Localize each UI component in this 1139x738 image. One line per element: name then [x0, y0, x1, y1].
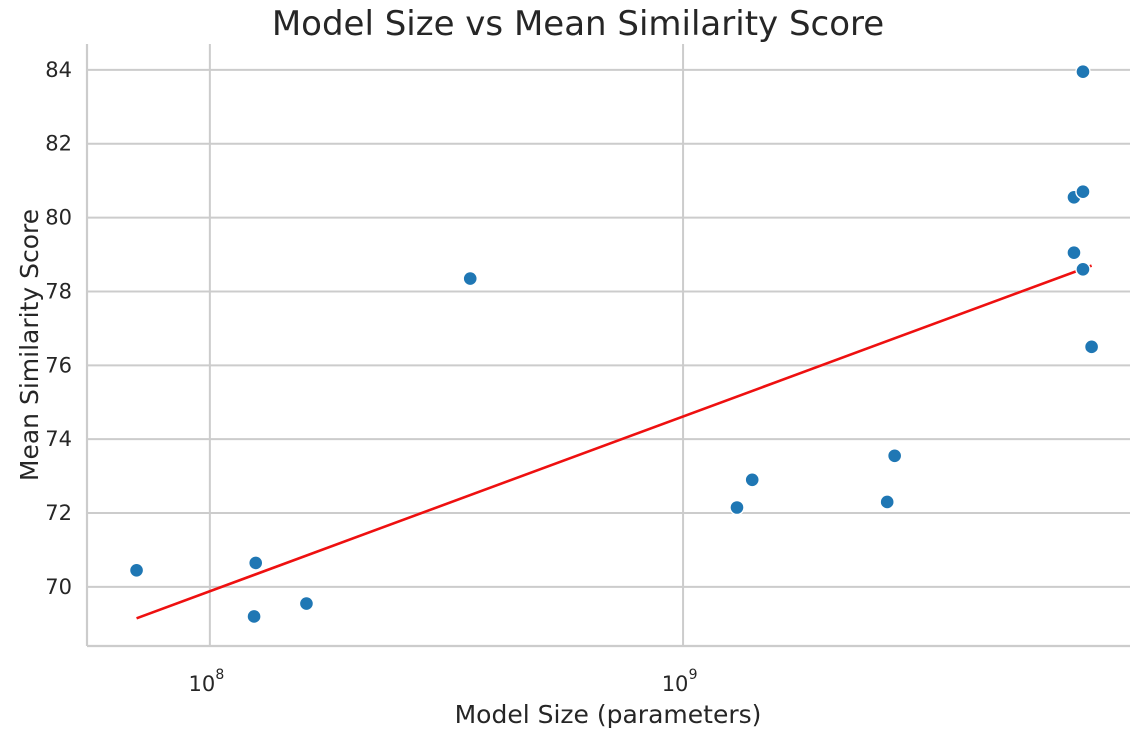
y-tick-label: 84 — [45, 58, 72, 82]
y-tick-label: 72 — [45, 501, 72, 525]
data-point — [248, 555, 264, 571]
y-tick-label: 78 — [45, 279, 72, 303]
data-point — [1075, 261, 1091, 277]
data-point — [1083, 339, 1100, 355]
data-point — [729, 499, 745, 516]
points-layer — [128, 63, 1100, 625]
spines-layer — [85, 44, 1130, 648]
data-point — [1075, 184, 1091, 200]
y-tick-label: 80 — [45, 206, 72, 230]
grid-layer — [87, 44, 1130, 646]
y-axis-label: Mean Similarity Score — [15, 209, 44, 481]
y-tick-label: 76 — [45, 353, 72, 377]
y-tick-label: 70 — [45, 575, 72, 599]
x-tick-label: 10 — [662, 672, 689, 696]
x-tick-label: 10 — [188, 672, 215, 696]
y-tick-label: 82 — [45, 132, 72, 156]
data-point — [298, 595, 315, 612]
x-tick-exponent: 9 — [689, 667, 698, 683]
data-point — [744, 472, 760, 488]
x-tick-exponent: 8 — [215, 667, 224, 683]
data-point — [886, 448, 903, 464]
x-axis-label: Model Size (parameters) — [455, 700, 762, 729]
data-point — [246, 608, 262, 625]
data-point — [1066, 244, 1082, 261]
trend-layer — [136, 264, 1093, 620]
data-point — [462, 270, 478, 287]
trend-line — [136, 264, 1093, 620]
y-tick-label: 74 — [45, 427, 72, 451]
data-point — [1075, 63, 1091, 80]
data-point — [879, 494, 895, 510]
chart-title: Model Size vs Mean Similarity Score — [272, 4, 884, 44]
data-point — [128, 562, 145, 578]
